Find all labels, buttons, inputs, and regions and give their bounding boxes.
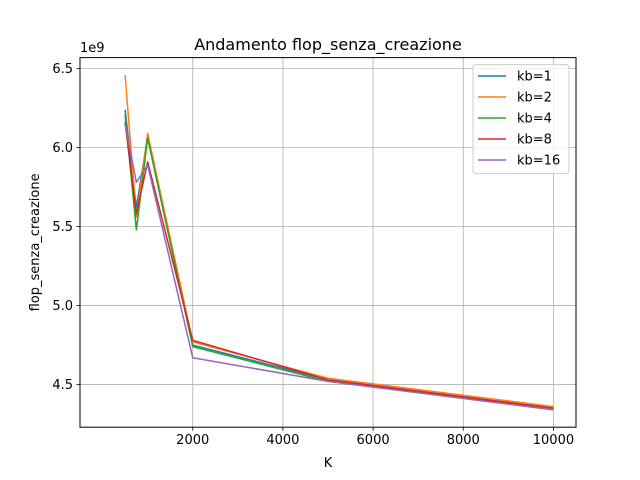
x-tick-label: 6000: [357, 433, 390, 448]
plot-frame: [79, 57, 577, 428]
legend-entry: kb=2: [517, 91, 552, 106]
y-offset-text: 1e9: [80, 41, 105, 56]
y-axis-label: flop_senza_creazione: [28, 173, 43, 311]
x-axis-label: K: [324, 456, 333, 471]
chart-title: Andamento flop_senza_creazione: [194, 35, 462, 55]
series-line-kb=8: [124, 122, 554, 409]
legend-entry: kb=4: [517, 112, 552, 127]
legend: kb=1 kb=2 kb=4 kb=8 kb=16: [472, 64, 570, 175]
legend-entry: kb=8: [517, 133, 552, 148]
legend-entry: kb=1: [517, 70, 552, 85]
y-tick-label: 4.5: [52, 378, 73, 393]
series-lines: [124, 74, 554, 411]
x-tick-label: 4000: [266, 433, 299, 448]
y-tick-label: 5.5: [52, 220, 73, 235]
x-tick-label: 8000: [447, 433, 480, 448]
x-tick-label: 10000: [533, 433, 574, 448]
y-tick-label: 5.0: [52, 299, 73, 314]
axis-ticks: 2000 4000 6000 8000 10000 4.5 5.0 5.5 6.0 6.5: [52, 62, 574, 448]
x-tick-label: 2000: [176, 433, 209, 448]
y-tick-label: 6.0: [52, 141, 73, 156]
y-tick-label: 6.5: [52, 62, 73, 77]
legend-entry: kb=16: [517, 154, 560, 169]
series-line-kb=16: [124, 123, 554, 411]
legend-frame: [472, 64, 570, 175]
